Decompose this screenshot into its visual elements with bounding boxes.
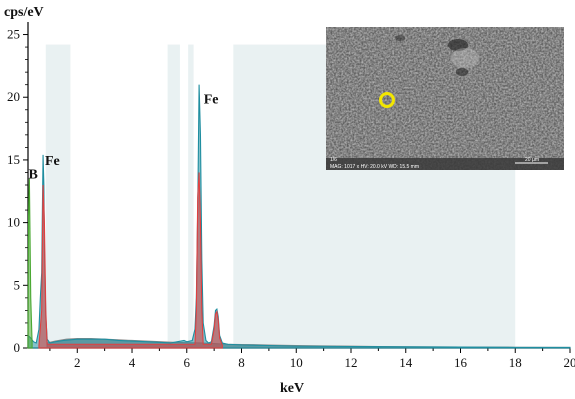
spectrum-series-path: [27, 84, 571, 349]
x-tick-label: 20: [564, 355, 575, 370]
x-tick-label: 14: [399, 355, 413, 370]
shaded-band: [188, 44, 194, 349]
sem-info-text: MAG: 1017 x HV: 20.0 kV WD: 15.5 mm: [330, 164, 419, 170]
x-axis-title: keV: [280, 381, 304, 396]
x-axis-ticks: 2 4 6 8 10 12 14 16 18 20: [49, 348, 575, 370]
sem-corner-label: 1/6: [330, 157, 337, 163]
sem-dark-pit: [395, 35, 405, 41]
y-axis-ticks: 0 5 10 15 20 25: [7, 27, 28, 355]
shaded-band: [167, 44, 180, 349]
sem-bright-region: [451, 48, 479, 68]
peak-label: B: [29, 168, 38, 183]
peak-annotations: Fe Fe B: [29, 93, 219, 183]
y-tick-label: 20: [7, 89, 20, 104]
analysis-spot-marker: [379, 92, 395, 108]
y-tick-label: 5: [14, 277, 21, 292]
shaded-band: [45, 44, 71, 349]
spectrum-series-path: [27, 178, 33, 349]
x-tick-label: 4: [129, 355, 136, 370]
sem-image-texture: [326, 27, 564, 170]
x-tick-label: 8: [238, 355, 245, 370]
y-tick-label: 25: [7, 27, 20, 42]
scale-bar-label: 20 µm: [525, 157, 539, 163]
sem-dark-pit: [448, 39, 468, 51]
sem-dark-pit: [456, 68, 468, 76]
y-tick-label: 10: [7, 215, 20, 230]
x-tick-label: 10: [290, 355, 303, 370]
sem-image-inset: 1/6 MAG: 1017 x HV: 20.0 kV WD: 15.5 mm …: [326, 27, 564, 170]
y-tick-label: 15: [7, 152, 20, 167]
spectrum-series-path: [38, 172, 223, 349]
peak-label: Fe: [204, 93, 219, 108]
x-tick-label: 12: [345, 355, 358, 370]
x-tick-label: 16: [454, 355, 468, 370]
peak-label: Fe: [45, 154, 60, 169]
spectrum-series: [27, 84, 571, 349]
y-axis-title: cps/eV: [4, 5, 44, 20]
x-tick-label: 6: [184, 355, 191, 370]
x-tick-label: 18: [509, 355, 522, 370]
x-tick-label: 2: [74, 355, 81, 370]
y-tick-label: 0: [14, 340, 21, 355]
sem-info-strip: [326, 158, 564, 170]
